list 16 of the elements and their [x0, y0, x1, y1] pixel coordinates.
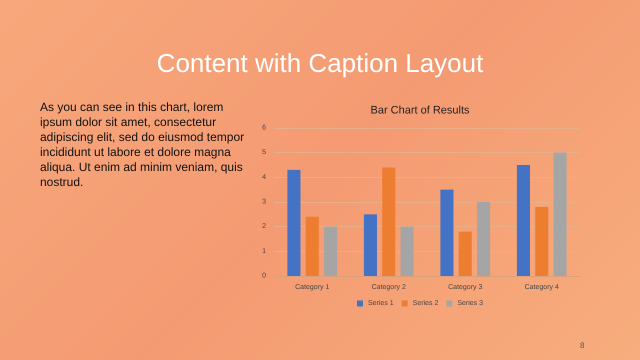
bar — [324, 226, 338, 276]
text: As you can see in this chart, lorem ipsum dolor sit amet, consectetur adipiscing elit, sed do eiusmod tempor incididunt ut labore et dolore magna aliqua. Ut enim ad minim veniam, quis nostrud. — [40, 100, 246, 190]
bar — [516, 165, 530, 276]
bar — [364, 214, 377, 276]
bar — [458, 232, 472, 276]
text: Content with Caption Layout — [156, 48, 484, 79]
bar — [535, 206, 548, 276]
bar — [554, 152, 567, 276]
bar — [306, 216, 319, 276]
chart-title: Bar Chart of Results — [370, 104, 470, 116]
text: 8 — [580, 341, 584, 350]
bar — [382, 167, 396, 276]
bar — [477, 202, 490, 276]
bar — [287, 170, 300, 276]
bar — [400, 226, 414, 276]
bar — [440, 190, 454, 276]
